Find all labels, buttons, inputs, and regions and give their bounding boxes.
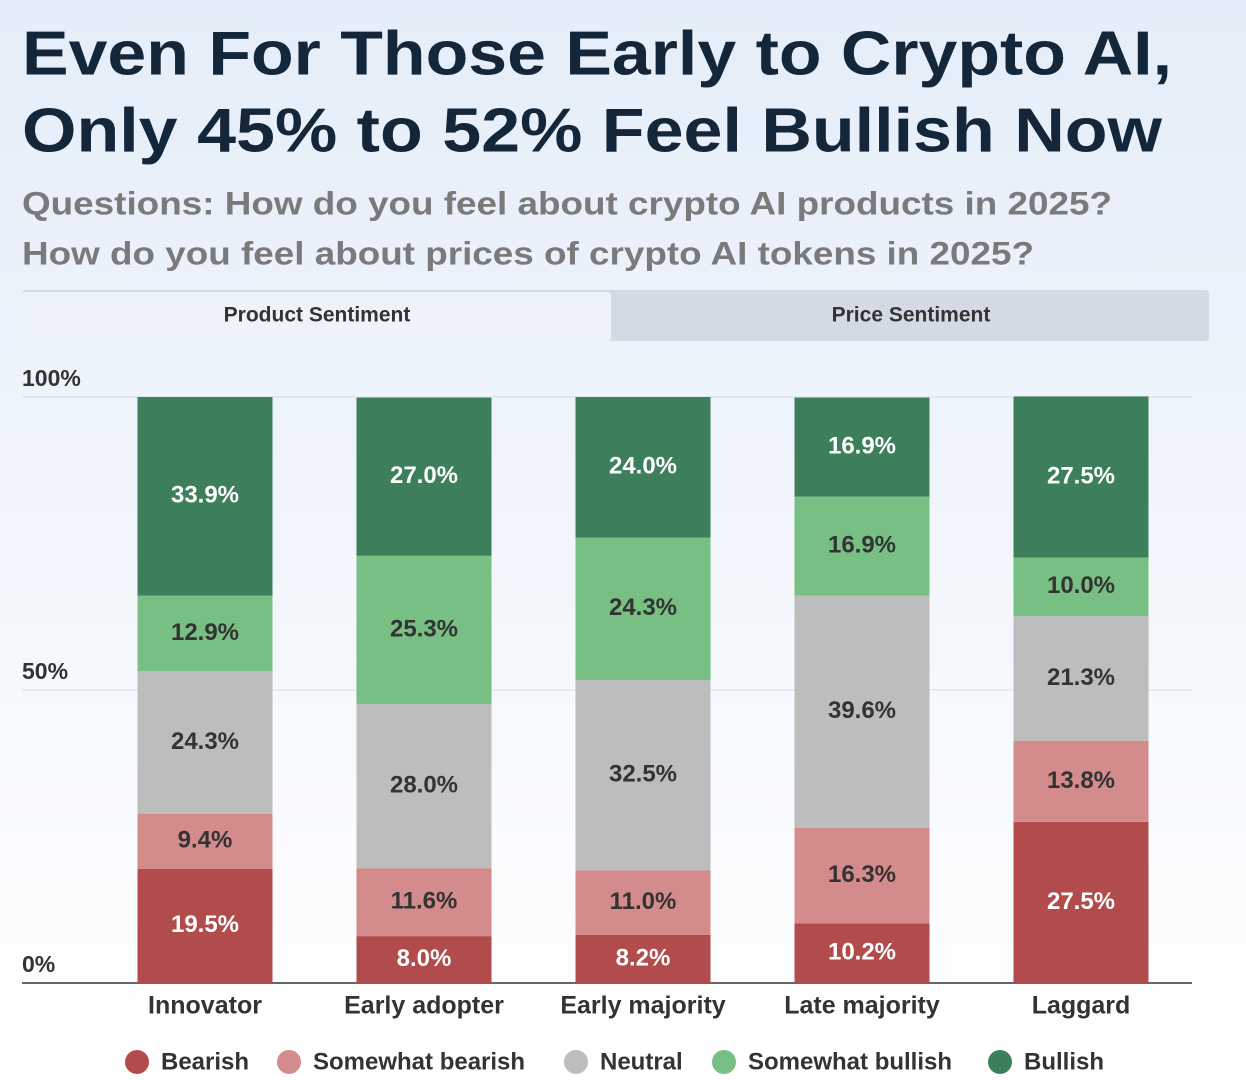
value-label: 25.3%	[390, 615, 458, 642]
value-label: 27.5%	[1047, 888, 1115, 915]
bar-segment	[356, 868, 492, 937]
bar-segment	[575, 934, 711, 983]
bar-segment	[794, 496, 930, 596]
value-label: 16.9%	[828, 531, 896, 558]
value-label: 27.0%	[390, 462, 458, 489]
legend-swatch	[988, 1050, 1012, 1074]
tab-active[interactable]	[22, 292, 611, 341]
bar-segment	[1013, 821, 1149, 983]
tab-label[interactable]: Product Sentiment	[224, 304, 411, 327]
value-label: 16.3%	[828, 861, 896, 888]
value-label: 9.4%	[178, 827, 233, 854]
value-label: 11.6%	[391, 887, 458, 914]
bar-segment	[137, 595, 273, 672]
value-label: 8.0%	[397, 945, 452, 972]
value-label: 28.0%	[390, 771, 458, 798]
bar-segment	[137, 397, 273, 596]
bar-segment	[794, 923, 930, 983]
bar-segment	[575, 537, 711, 681]
bar-segment	[356, 704, 492, 869]
y-tick-label: 50%	[22, 658, 68, 684]
legend-swatch	[564, 1050, 588, 1074]
x-tick-label: Early majority	[560, 992, 725, 1020]
legend-label: Bullish	[1024, 1048, 1104, 1075]
y-tick-label: 0%	[22, 951, 55, 977]
value-label: 24.0%	[609, 453, 677, 480]
value-label: 24.3%	[171, 728, 239, 755]
legend-label: Somewhat bullish	[748, 1048, 952, 1075]
bar-segment	[575, 870, 711, 935]
x-tick-label: Early adopter	[344, 992, 504, 1020]
legend-swatch	[125, 1050, 149, 1074]
bar-segment	[137, 813, 273, 869]
value-label: 13.8%	[1047, 767, 1115, 794]
bar-segment	[1013, 740, 1149, 822]
bar-segment	[137, 868, 273, 983]
bar-segment	[356, 936, 492, 983]
value-label: 10.0%	[1047, 572, 1115, 599]
value-label: 12.9%	[171, 619, 239, 646]
bar-segment	[794, 397, 930, 497]
bar-segment	[1013, 396, 1149, 558]
value-label: 16.9%	[828, 432, 896, 459]
bar-segment	[794, 827, 930, 924]
value-label: 21.3%	[1047, 664, 1115, 691]
legend-label: Bearish	[161, 1048, 249, 1075]
bar-segment	[1013, 616, 1149, 741]
value-label: 24.3%	[609, 594, 677, 621]
bar-segment	[575, 397, 711, 538]
chart-title: Even For Those Early to Crypto AI,	[22, 19, 1172, 88]
bar-segment	[137, 671, 273, 814]
value-label: 10.2%	[828, 938, 896, 965]
subtitle: How do you feel about prices of crypto A…	[22, 235, 1034, 271]
value-label: 19.5%	[171, 911, 239, 938]
legend-swatch	[277, 1050, 301, 1074]
legend-label: Somewhat bearish	[313, 1048, 525, 1075]
subtitle: Questions: How do you feel about crypto …	[22, 185, 1112, 221]
value-label: 27.5%	[1047, 462, 1115, 489]
legend-label: Neutral	[600, 1048, 683, 1075]
tab-label[interactable]: Price Sentiment	[832, 304, 991, 327]
y-tick-label: 100%	[22, 365, 81, 391]
bar-segment	[356, 397, 492, 556]
value-label: 33.9%	[171, 482, 239, 509]
value-label: 11.0%	[610, 888, 677, 915]
bar-segment	[356, 555, 492, 705]
bar-segment	[575, 680, 711, 871]
value-label: 32.5%	[609, 761, 677, 788]
bar-segment	[1013, 557, 1149, 617]
bar-segment	[794, 595, 930, 828]
x-tick-label: Innovator	[148, 992, 262, 1020]
chart-title: Only 45% to 52% Feel Bullish Now	[22, 96, 1163, 165]
legend-swatch	[712, 1050, 736, 1074]
value-label: 39.6%	[828, 697, 896, 724]
x-tick-label: Late majority	[784, 992, 940, 1020]
value-label: 8.2%	[616, 944, 671, 971]
x-tick-label: Laggard	[1032, 992, 1131, 1020]
